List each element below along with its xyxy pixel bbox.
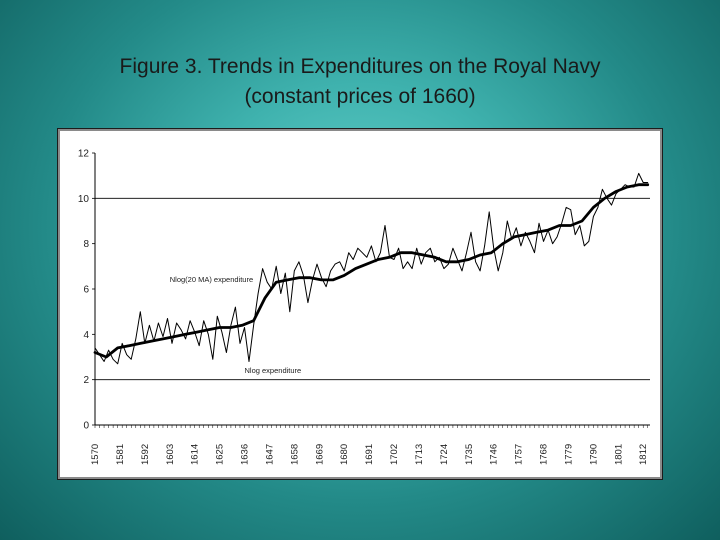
annotation-label-1: Nlog(20 MA) expenditure	[170, 275, 253, 284]
y-tick-label: 6	[83, 285, 89, 296]
series-line-nlog	[94, 172, 649, 365]
x-tick-label: 1691	[364, 444, 375, 465]
slide-title: Figure 3. Trends in Expenditures on the …	[0, 52, 720, 112]
x-tick-label: 1735	[464, 444, 475, 465]
x-tick-label: 1779	[563, 444, 574, 465]
x-tick-label: 1757	[514, 444, 525, 465]
y-tick-label: 10	[78, 194, 90, 205]
x-tick-label: 1790	[588, 444, 599, 465]
x-tick-label: 1592	[140, 444, 151, 465]
y-tick-label: 2	[83, 375, 89, 386]
line-chart: 0 2 4 6 8 10 12 1570 1581 1592 1603 1614 1625 1636 164…	[78, 149, 650, 465]
x-tick-label: 1768	[539, 444, 550, 465]
x-tick-label: 1746	[489, 444, 500, 465]
x-tick-label: 1713	[414, 444, 425, 465]
x-tick-label: 1724	[439, 444, 450, 465]
x-tick-label: 1801	[613, 444, 624, 465]
annotation-label-2: Nlog expenditure	[245, 366, 302, 375]
x-tick-label: 1570	[90, 444, 101, 465]
x-tick-label: 1581	[115, 444, 126, 465]
y-tick-label: 4	[83, 330, 89, 341]
chart-frame: 0 2 4 6 8 10 12 1570 1581 1592 1603 1614 1625 1636 164…	[57, 128, 663, 480]
x-tick-label: 1680	[339, 444, 350, 465]
x-tick-label: 1658	[289, 444, 300, 465]
x-tick-label: 1603	[165, 444, 176, 465]
x-tick-label: 1702	[389, 444, 400, 465]
x-tick-label: 1669	[314, 444, 325, 465]
y-tick-label: 0	[83, 421, 89, 432]
y-tick-label: 12	[78, 149, 90, 160]
x-tick-label: 1636	[240, 444, 251, 465]
series-line-20ma	[93, 183, 650, 359]
x-tick-label: 1614	[190, 444, 201, 465]
x-tick-label: 1812	[638, 444, 649, 465]
slide-title-line-1: Figure 3. Trends in Expenditures on the …	[119, 55, 601, 78]
x-tick-label: 1647	[264, 444, 275, 465]
slide-title-line-2: (constant prices of 1660)	[244, 85, 476, 108]
x-tick-label: 1625	[215, 444, 226, 465]
y-tick-label: 8	[83, 239, 89, 250]
